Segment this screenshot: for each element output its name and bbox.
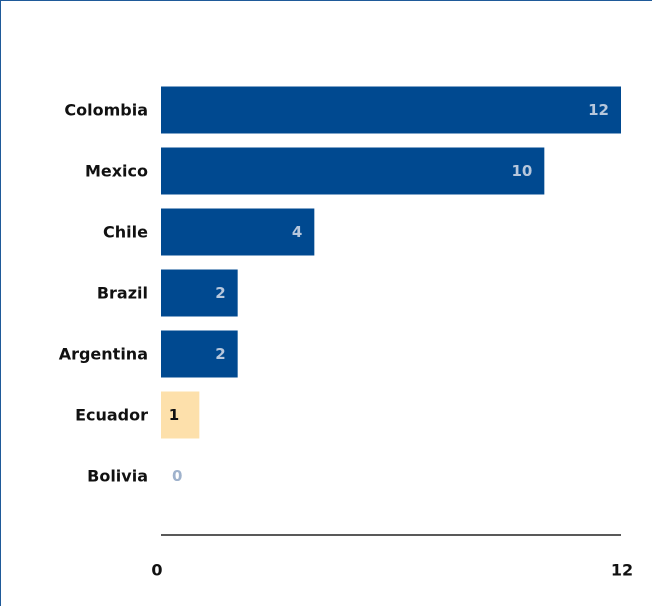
value-label-argentina: 2 [215,345,225,363]
bar-chile [161,208,315,256]
category-label-brazil: Brazil [97,284,148,303]
bar-ecuador [161,391,200,439]
category-label-colombia: Colombia [64,101,148,120]
category-label-ecuador: Ecuador [75,406,148,425]
category-label-argentina: Argentina [59,345,148,364]
value-label-colombia: 12 [588,101,609,119]
category-labels: Colombia Mexico Chile Brazil Argentina Ecuado… [59,101,148,486]
bar-colombia [161,86,621,134]
x-tick-label-0: 0 [151,561,162,580]
category-label-mexico: Mexico [85,162,148,181]
value-label-mexico: 10 [511,162,532,180]
value-label-ecuador: 1 [169,406,179,424]
x-tick-label-12: 12 [611,561,633,580]
category-label-bolivia: Bolivia [87,467,148,486]
value-label-chile: 4 [292,223,302,241]
category-label-chile: Chile [103,223,148,242]
bar-argentina [161,330,238,378]
bar-brazil [161,269,238,317]
value-label-bolivia: 0 [172,467,182,485]
value-label-brazil: 2 [215,284,225,302]
x-axis-tick-labels: 0 12 [151,561,633,580]
bar-mexico [161,147,545,195]
bars-layer [161,86,621,439]
